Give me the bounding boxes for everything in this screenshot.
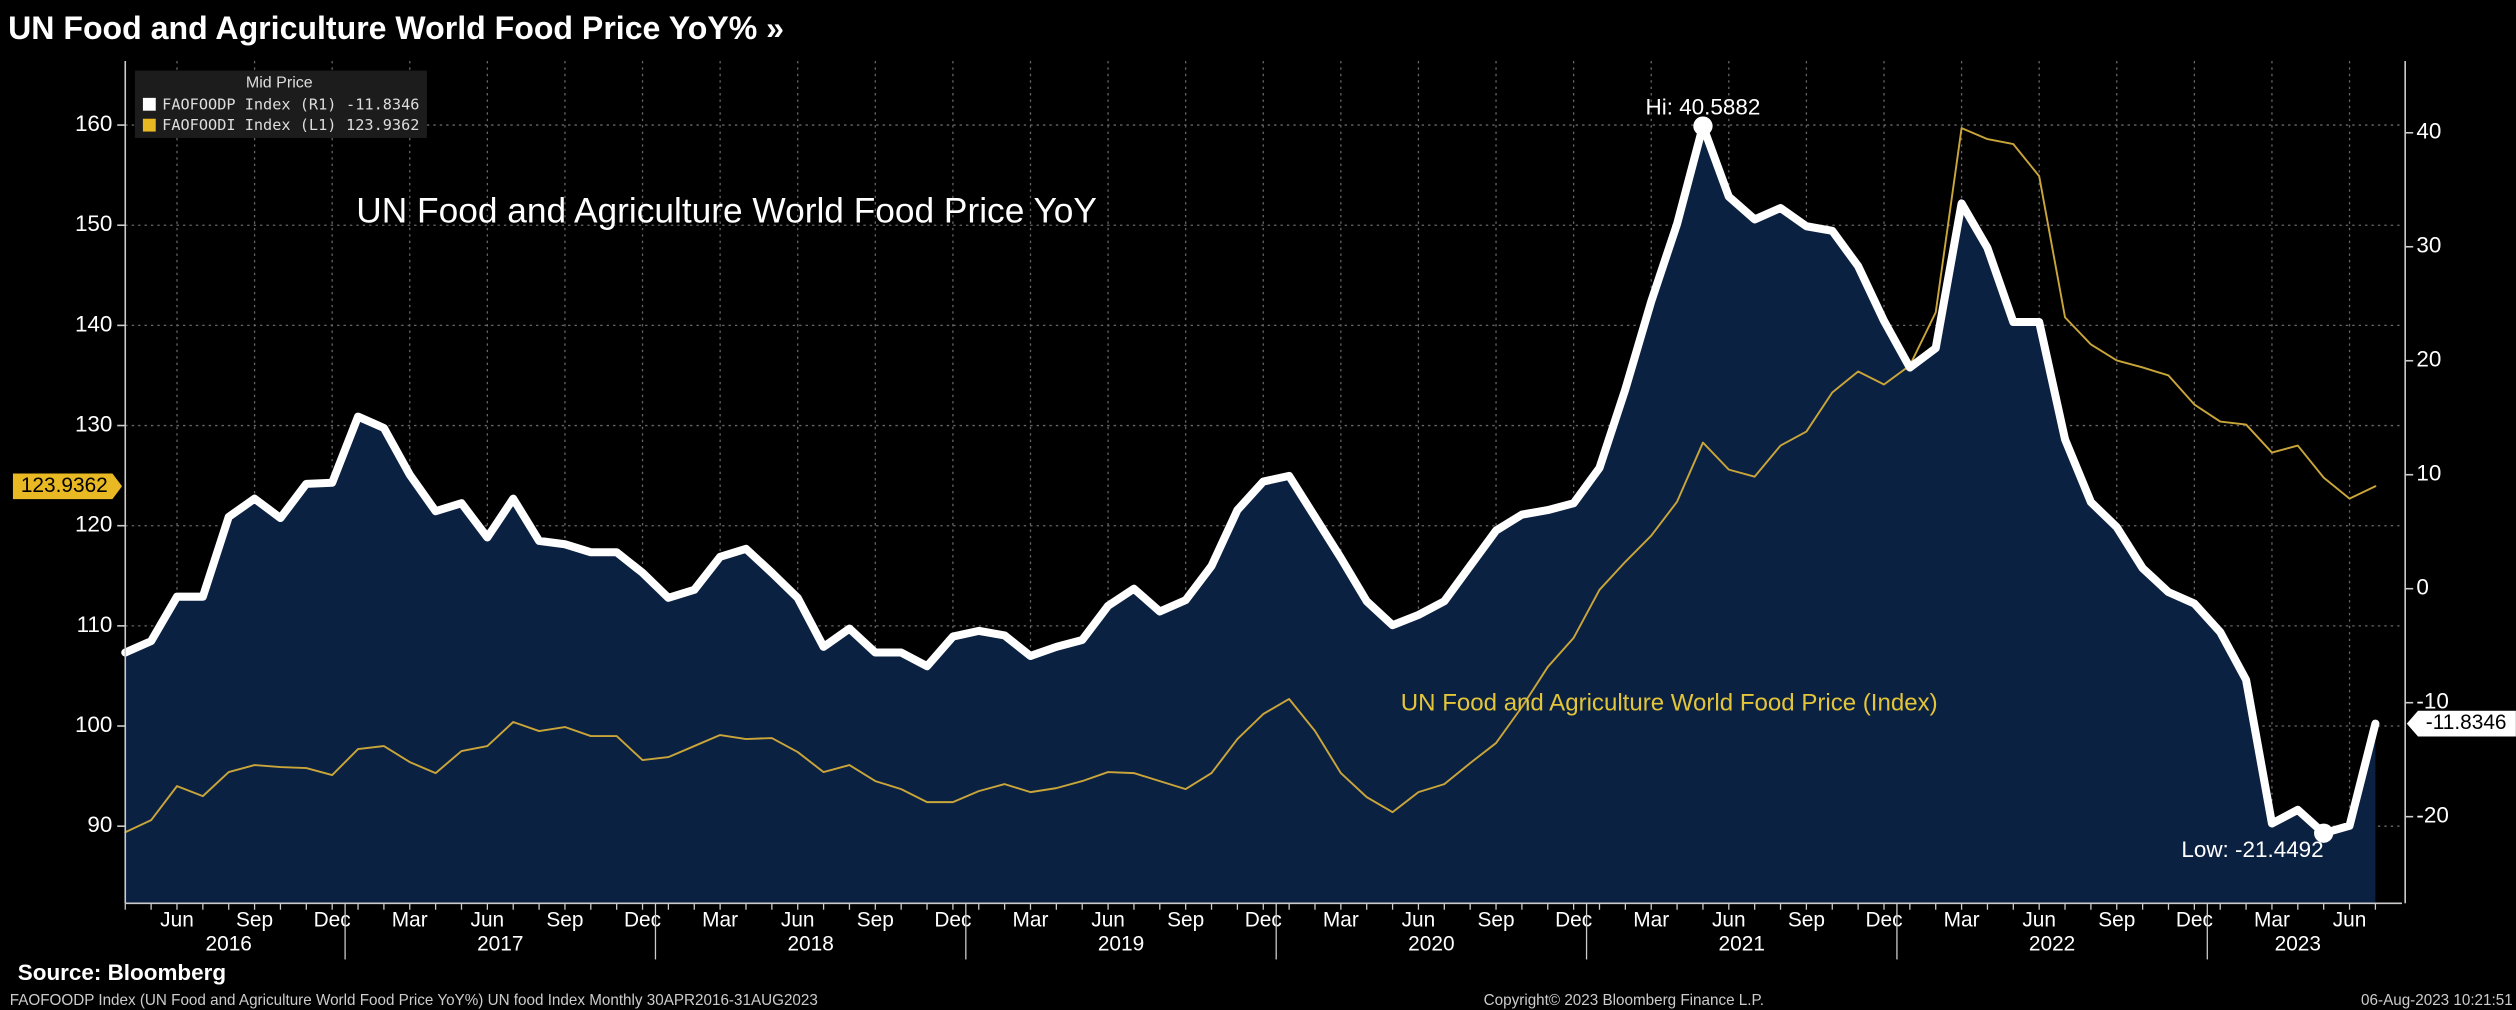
legend-entry: FAOFOODP Index (R1) -11.8346: [162, 95, 419, 113]
last-value-box: [12, 473, 123, 500]
year-label: 2023: [2275, 933, 2321, 956]
x-tick-label: Jun: [1091, 908, 1125, 931]
legend-box: [134, 70, 427, 138]
last-value-label: 123.9362: [21, 474, 108, 497]
x-tick-label: Sep: [1167, 908, 1204, 931]
low-marker: [2314, 823, 2334, 843]
footer-left: FAOFOODP Index (UN Food and Agriculture …: [10, 992, 818, 1009]
year-label: 2020: [1408, 933, 1454, 956]
x-tick-label: Sep: [857, 908, 894, 931]
y-tick-label: 110: [77, 612, 113, 637]
x-tick-label: Mar: [1323, 908, 1359, 931]
y2-tick-label: 10: [2416, 461, 2441, 486]
y-tick-label: 100: [75, 712, 112, 737]
year-label: 2016: [206, 933, 252, 956]
annotation: UN Food and Agriculture World Food Price…: [1401, 690, 1938, 717]
last-value-label: -11.8346: [2426, 711, 2507, 734]
x-tick-label: Dec: [1245, 908, 1282, 931]
legend-swatch: [142, 97, 156, 111]
low-label: Low: -21.4492: [2181, 837, 2323, 862]
y2-tick-label: 0: [2416, 575, 2429, 600]
source: Source: Bloomberg: [18, 960, 226, 985]
x-tick-label: Mar: [2254, 908, 2290, 931]
year-label: 2021: [1719, 933, 1765, 956]
annotation: UN Food and Agriculture World Food Price…: [356, 192, 1097, 231]
x-tick-label: Dec: [624, 908, 661, 931]
x-tick-label: Sep: [1788, 908, 1825, 931]
y2-tick-label: 40: [2416, 119, 2441, 144]
year-label: 2018: [787, 933, 833, 956]
x-tick-label: Jun: [2022, 908, 2056, 931]
footer-center: Copyright© 2023 Bloomberg Finance L.P.: [1484, 992, 1764, 1009]
x-tick-label: Mar: [1013, 908, 1049, 931]
x-tick-label: Sep: [2098, 908, 2135, 931]
y-tick-label: 90: [87, 812, 112, 837]
x-tick-label: Sep: [546, 908, 583, 931]
x-tick-label: Dec: [1555, 908, 1592, 931]
y-tick-label: 150: [75, 211, 112, 236]
x-tick-label: Jun: [1712, 908, 1746, 931]
y2-tick-label: 30: [2416, 233, 2441, 258]
x-tick-label: Jun: [160, 908, 194, 931]
y-tick-label: 120: [75, 512, 112, 537]
y-tick-label: 130: [75, 411, 112, 436]
x-tick-label: Mar: [1944, 908, 1980, 931]
x-tick-label: Mar: [392, 908, 428, 931]
y2-tick-label: -10: [2416, 689, 2448, 714]
x-tick-label: Dec: [2176, 908, 2213, 931]
year-label: 2019: [1098, 933, 1144, 956]
x-tick-label: Mar: [702, 908, 738, 931]
footer-right: 06-Aug-2023 10:21:51: [2361, 992, 2513, 1009]
area: [125, 126, 2376, 904]
hi-marker: [1693, 116, 1713, 136]
chart-title: UN Food and Agriculture World Food Price…: [8, 10, 784, 46]
last-value-box: [2406, 710, 2516, 737]
line: [121, 122, 2380, 838]
x-tick-label: Jun: [2333, 908, 2367, 931]
legend-title: Mid Price: [246, 74, 313, 92]
x-tick-label: Jun: [1402, 908, 1436, 931]
x-tick-label: Jun: [781, 908, 815, 931]
legend-entry: FAOFOODI Index (L1) 123.9362: [162, 116, 419, 134]
x-tick-label: Jun: [471, 908, 505, 931]
legend-name: FAOFOODP Index (R1): [162, 95, 336, 113]
legend-swatch: [142, 118, 156, 132]
year-label: 2022: [2029, 933, 2075, 956]
y2-tick-label: 20: [2416, 347, 2441, 372]
hi-label: Hi: 40.5882: [1646, 94, 1761, 119]
x-tick-label: Dec: [1865, 908, 1902, 931]
y-tick-label: 160: [75, 111, 112, 136]
x-tick-label: Dec: [314, 908, 351, 931]
legend-value: 123.9362: [346, 116, 419, 134]
line: [124, 127, 2377, 834]
x-tick-label: Sep: [236, 908, 273, 931]
x-tick-label: Dec: [934, 908, 971, 931]
y-tick-label: 140: [75, 311, 112, 336]
year-label: 2017: [477, 933, 523, 956]
x-tick-label: Mar: [1633, 908, 1669, 931]
x-tick-label: Sep: [1477, 908, 1514, 931]
legend-value: -11.8346: [346, 95, 419, 113]
legend-name: FAOFOODI Index (L1): [162, 116, 336, 134]
y2-tick-label: -20: [2416, 803, 2448, 828]
